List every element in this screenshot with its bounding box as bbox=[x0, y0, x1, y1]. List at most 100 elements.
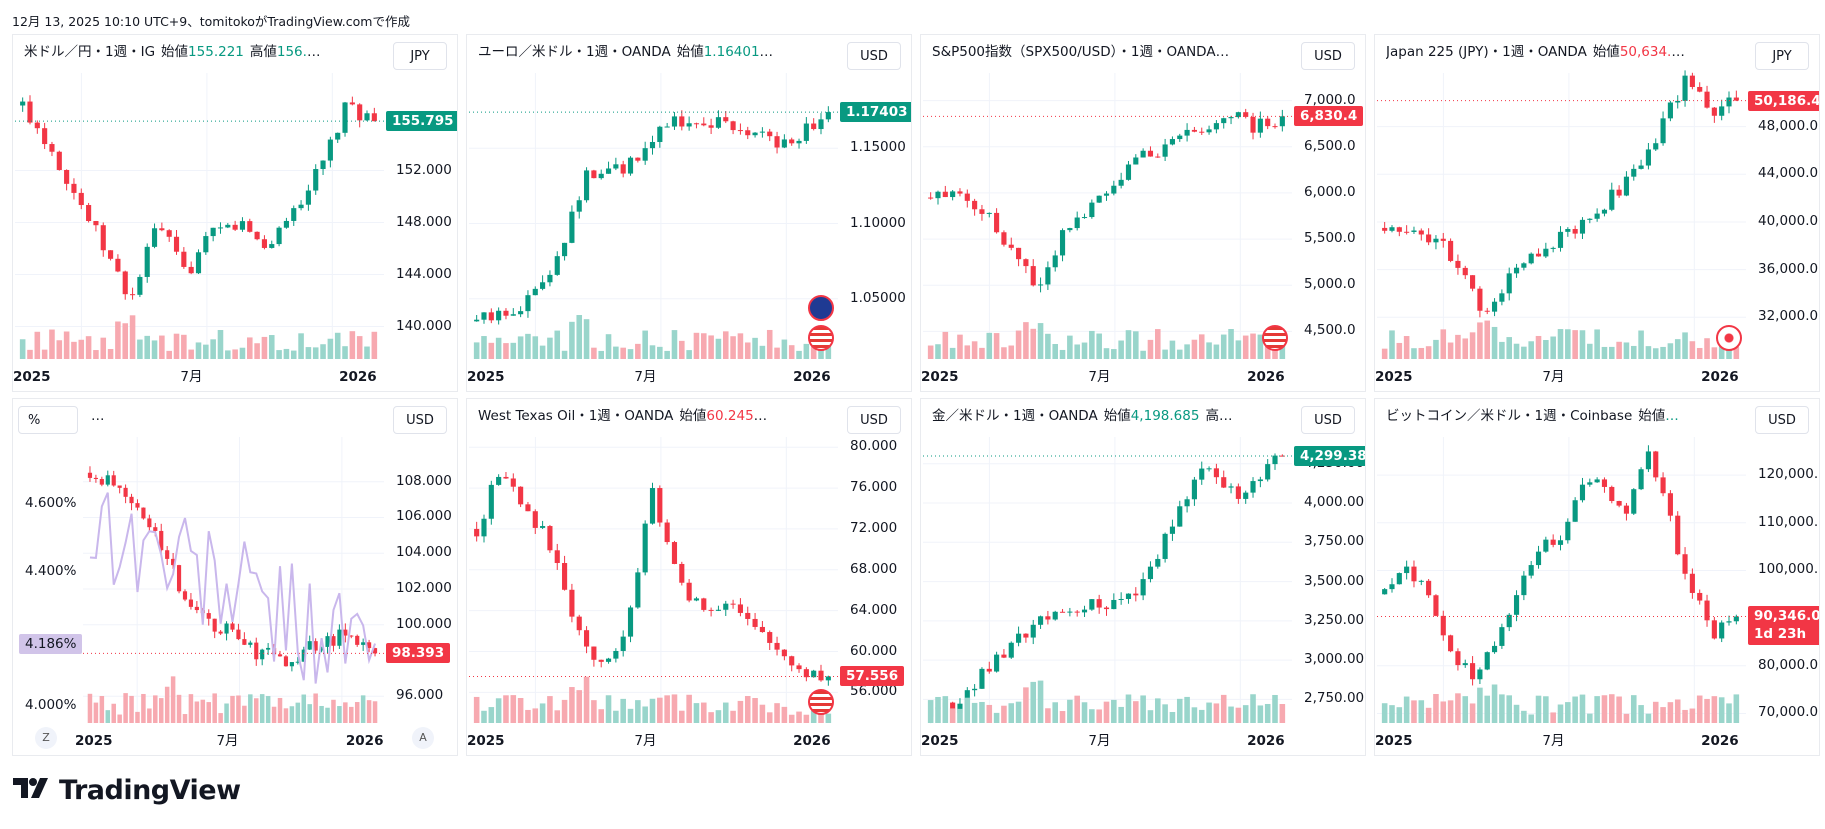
candle-body bbox=[1513, 595, 1520, 615]
volume-bar bbox=[598, 350, 604, 359]
candle-body bbox=[100, 225, 106, 251]
volume-bar bbox=[1550, 712, 1556, 723]
volume-bar bbox=[730, 336, 736, 359]
volume-bar bbox=[715, 338, 722, 359]
volume-bar bbox=[247, 337, 253, 359]
currency-button[interactable]: USD bbox=[847, 406, 901, 434]
volume-bar bbox=[1081, 702, 1088, 723]
chart-pane-1[interactable]: 152.000 148.000 144.000 140.000 155.795 米ドル／円… bbox=[12, 34, 458, 392]
volume-bar bbox=[151, 340, 158, 359]
volume-bar bbox=[63, 331, 70, 359]
volume-bar bbox=[539, 703, 546, 723]
candle-body bbox=[87, 472, 93, 478]
volume-bar bbox=[349, 706, 354, 723]
chart-pane-5[interactable]: 108.000 106.000 104.000 102.000 100.000 96.00… bbox=[12, 398, 458, 756]
candle-body bbox=[1118, 179, 1124, 186]
candle-body bbox=[1235, 486, 1241, 499]
time-axis-label: 2025 bbox=[921, 369, 959, 385]
volume-bar bbox=[1499, 694, 1505, 723]
volume-bar bbox=[1162, 349, 1168, 359]
volume-bar bbox=[1733, 346, 1740, 359]
current-price-value: 6,830.4 bbox=[1300, 108, 1358, 125]
zoom-button[interactable]: Z bbox=[35, 727, 57, 749]
candle-body bbox=[159, 228, 165, 231]
chart-pane-4[interactable]: 48,000.0 44,000.0 40,000.0 36,000.0 32,000.0… bbox=[1374, 34, 1820, 392]
candle-body bbox=[789, 139, 795, 144]
currency-button[interactable]: USD bbox=[1301, 42, 1355, 70]
volume-bar bbox=[547, 696, 553, 723]
price-tick-label: 68.000 bbox=[850, 560, 898, 577]
currency-button[interactable]: USD bbox=[1755, 406, 1809, 434]
candle-body bbox=[1433, 595, 1439, 616]
price-tick-label: 96.000 bbox=[396, 687, 444, 704]
candle-body bbox=[576, 616, 582, 631]
volume-bar bbox=[1667, 343, 1674, 359]
currency-button[interactable]: USD bbox=[1301, 406, 1355, 434]
price-tick-label: 48,000.0 bbox=[1758, 117, 1819, 134]
chart-pane-6[interactable]: 80.000 76.000 72.000 68.000 64.000 60.000 56.0… bbox=[466, 398, 912, 756]
volume-bar bbox=[657, 697, 663, 723]
volume-bar bbox=[147, 708, 152, 723]
volume-bar bbox=[298, 333, 304, 359]
time-axis-label: 2025 bbox=[921, 733, 959, 749]
candle-body bbox=[1228, 117, 1234, 119]
candle-body bbox=[151, 228, 158, 247]
candle-body bbox=[1103, 607, 1110, 610]
auto-scale-button[interactable]: A bbox=[412, 727, 434, 749]
currency-button[interactable]: USD bbox=[847, 42, 901, 70]
volume-bar bbox=[276, 350, 282, 359]
volume-bar bbox=[473, 342, 480, 359]
candle-body bbox=[301, 649, 306, 662]
candle-body bbox=[1733, 616, 1739, 622]
volume-bar bbox=[605, 334, 612, 359]
volume-bar bbox=[129, 315, 136, 359]
volume-bar bbox=[1279, 704, 1286, 723]
chart-pane-3[interactable]: 7,000.0 6,500.0 6,000.0 5,500.0 5,000.0 4,500… bbox=[920, 34, 1366, 392]
volume-bar bbox=[752, 337, 758, 359]
volume-bar bbox=[1528, 341, 1534, 359]
volume-bar bbox=[212, 693, 217, 723]
chart-pane-8[interactable]: 120,000.00 110,000.00 100,000.00 80,000.00 7… bbox=[1374, 398, 1820, 756]
currency-button[interactable]: JPY bbox=[1755, 42, 1809, 70]
candle-body bbox=[1491, 645, 1498, 653]
candle-body bbox=[781, 139, 787, 148]
volume-bar bbox=[312, 347, 319, 359]
volume-bar bbox=[539, 345, 546, 359]
chart-pane-2[interactable]: 1.15000 1.10000 1.05000 1.17403 ユーロ／米ドル・1週・O… bbox=[466, 34, 912, 392]
chart-canvas bbox=[923, 73, 1292, 359]
candle-body bbox=[1272, 455, 1278, 465]
candle-body bbox=[335, 132, 341, 140]
candle-body bbox=[367, 642, 372, 649]
candle-body bbox=[701, 598, 707, 610]
percent-scale-button[interactable]: % bbox=[18, 406, 78, 434]
volume-bar bbox=[1440, 701, 1447, 723]
tradingview-logo[interactable]: TradingView bbox=[13, 775, 241, 807]
candle-body bbox=[1250, 481, 1256, 493]
candle-body bbox=[71, 183, 77, 193]
candle-body bbox=[1191, 129, 1197, 132]
candle-body bbox=[723, 117, 729, 122]
price-tick-label: 1.05000 bbox=[850, 289, 906, 306]
time-axis-label: 2025 bbox=[1375, 369, 1413, 385]
open-label: 始値 bbox=[679, 408, 707, 424]
volume-bar bbox=[1726, 349, 1732, 359]
candle-body bbox=[1016, 633, 1022, 643]
chart-pane-7[interactable]: 4,250.0004,000.0003,750.0003,500.0003,25… bbox=[920, 398, 1366, 756]
volume-bar bbox=[372, 701, 378, 723]
candle-body bbox=[1411, 566, 1417, 582]
volume-bar bbox=[495, 698, 502, 723]
volume-bar bbox=[87, 693, 93, 723]
volume-bar bbox=[105, 710, 111, 723]
currency-button[interactable]: JPY bbox=[393, 42, 447, 70]
currency-button[interactable]: USD bbox=[393, 406, 447, 434]
volume-bar bbox=[642, 330, 648, 359]
volume-bar bbox=[49, 329, 55, 359]
volume-bar bbox=[166, 350, 172, 359]
candle-body bbox=[165, 550, 170, 559]
volume-bar bbox=[1381, 348, 1388, 359]
candle-body bbox=[1221, 118, 1227, 124]
candle-body bbox=[1030, 266, 1036, 286]
candle-body bbox=[1616, 501, 1622, 506]
price-tick-label: 3,500.000 bbox=[1304, 572, 1366, 589]
volume-bar bbox=[1638, 705, 1644, 723]
